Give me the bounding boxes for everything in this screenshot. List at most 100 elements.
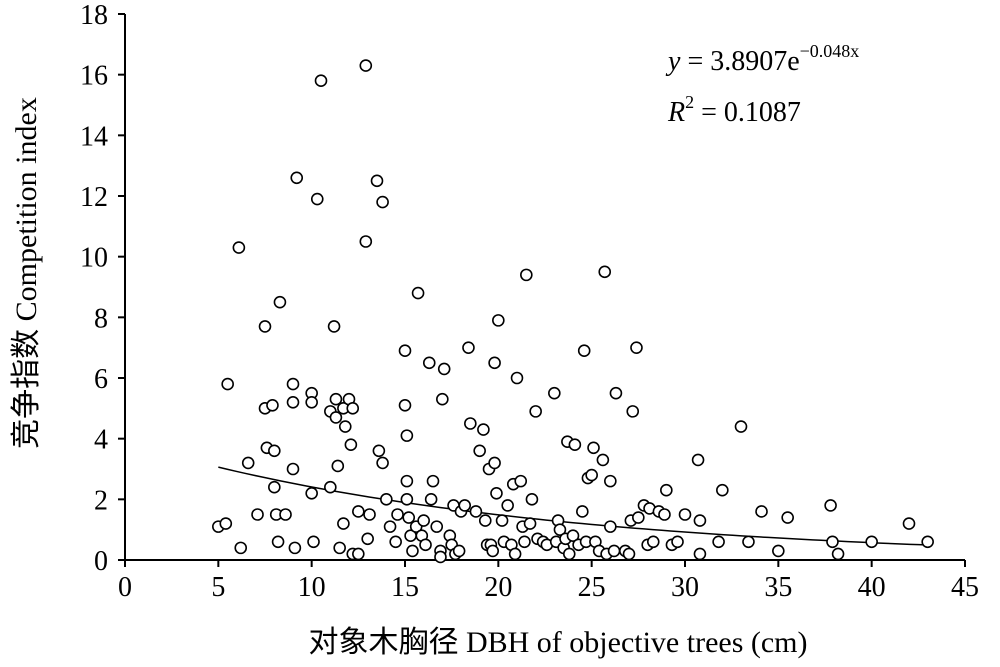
data-point xyxy=(488,356,501,370)
data-point xyxy=(693,514,707,527)
data-point xyxy=(576,505,589,518)
data-point xyxy=(234,541,248,555)
x-tick-label: 45 xyxy=(951,572,979,603)
x-tick-label: 35 xyxy=(764,572,792,603)
data-point xyxy=(501,499,514,512)
data-point xyxy=(902,517,916,530)
data-point xyxy=(525,493,539,506)
data-point xyxy=(359,59,373,72)
svg-text:y = 3.8907e−0.048x: y = 3.8907e−0.048x xyxy=(665,41,859,77)
data-point xyxy=(492,314,505,327)
y-tick-label: 12 xyxy=(80,182,108,213)
r2-text: = 0.1087 xyxy=(694,97,801,128)
data-point xyxy=(363,508,376,521)
y-tick-label: 6 xyxy=(94,364,108,395)
data-point xyxy=(389,535,402,549)
data-point xyxy=(380,493,393,506)
data-point xyxy=(352,505,365,518)
data-point xyxy=(402,511,416,524)
data-point xyxy=(305,395,318,409)
data-point xyxy=(400,429,414,442)
data-point xyxy=(486,544,500,558)
data-point xyxy=(529,405,542,418)
data-point xyxy=(232,241,246,254)
data-point xyxy=(314,74,328,88)
data-point xyxy=(327,320,341,333)
data-point xyxy=(514,474,528,488)
data-point xyxy=(604,474,617,488)
fit-curve-group xyxy=(218,466,928,546)
data-point xyxy=(329,392,343,406)
data-point xyxy=(268,444,281,458)
data-point xyxy=(716,483,729,497)
x-tick-label: 10 xyxy=(298,572,326,603)
data-point xyxy=(271,535,285,549)
data-point xyxy=(473,444,486,458)
data-point xyxy=(419,538,432,552)
data-point xyxy=(693,547,707,561)
data-point xyxy=(391,508,404,521)
x-tick-label: 0 xyxy=(118,572,132,603)
data-point xyxy=(331,459,345,473)
data-point xyxy=(568,438,582,452)
data-point xyxy=(604,520,617,533)
data-point xyxy=(469,505,483,518)
data-point xyxy=(671,535,684,549)
data-point xyxy=(626,405,640,418)
data-point xyxy=(562,547,576,561)
data-point xyxy=(520,268,533,282)
data-point xyxy=(424,493,438,506)
data-point xyxy=(452,544,466,558)
data-point xyxy=(241,456,255,470)
data-point xyxy=(477,423,490,436)
data-point xyxy=(221,377,234,391)
y-tick-label: 14 xyxy=(80,121,108,152)
x-tick-label: 20 xyxy=(484,572,512,603)
ticks: 0 5 10 15 20 25 30 35 40 45 0 2 4 6 8 10 12 14 16 18 xyxy=(80,0,979,603)
data-point xyxy=(826,535,839,549)
data-point xyxy=(406,544,419,558)
data-point xyxy=(609,386,623,400)
data-point xyxy=(462,341,475,354)
data-point xyxy=(495,514,509,527)
data-point xyxy=(266,398,279,412)
data-point xyxy=(646,535,660,549)
data-point xyxy=(742,535,755,549)
regression-equation: y = 3.8907e−0.048x R2 = 0.1087 xyxy=(665,41,859,128)
x-tick-label: 30 xyxy=(671,572,699,603)
y-tick-label: 8 xyxy=(94,303,108,334)
data-point xyxy=(352,547,365,561)
x-tick-label: 25 xyxy=(578,572,606,603)
data-point xyxy=(426,474,440,488)
data-point xyxy=(400,493,414,506)
data-point xyxy=(437,362,451,376)
data-point xyxy=(712,535,725,549)
data-point xyxy=(734,420,748,433)
data-point xyxy=(359,235,373,248)
data-point xyxy=(691,453,705,467)
data-point xyxy=(398,398,412,412)
data-point xyxy=(329,411,343,424)
x-axis-title: 对象木胸径 DBH of objective trees (cm) xyxy=(308,626,807,659)
data-point xyxy=(417,514,430,527)
data-point xyxy=(346,402,360,415)
data-point xyxy=(337,517,350,530)
svg-text:R2 = 0.1087: R2 = 0.1087 xyxy=(667,92,801,128)
data-point xyxy=(632,511,645,524)
data-point xyxy=(436,392,449,406)
data-point xyxy=(338,420,352,433)
data-point xyxy=(383,520,397,533)
data-points xyxy=(212,59,934,564)
y-tick-label: 2 xyxy=(94,485,108,516)
y-tick-label: 16 xyxy=(80,61,108,92)
data-point xyxy=(587,441,600,455)
data-point xyxy=(279,508,292,521)
data-point xyxy=(376,195,389,209)
data-point xyxy=(307,535,320,549)
data-point xyxy=(523,517,537,530)
data-point xyxy=(478,514,492,527)
x-tick-label: 15 xyxy=(391,572,419,603)
data-point xyxy=(548,386,561,400)
